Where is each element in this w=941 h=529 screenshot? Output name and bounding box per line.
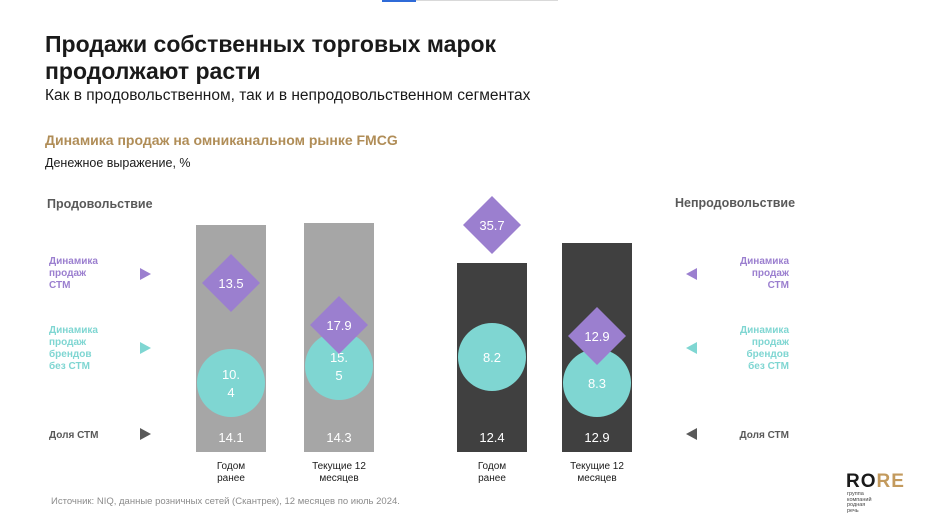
marker-brands-1	[305, 332, 373, 400]
marker-stm-label-2: 35.7	[479, 218, 504, 233]
page-title-line2: продолжают расти	[45, 58, 261, 84]
marker-stm-label-3: 12.9	[584, 329, 609, 344]
top-divider	[416, 0, 558, 1]
legend-right-share: Доля СТМ	[739, 430, 789, 441]
legend-arrow-right-2	[686, 428, 697, 440]
chart-title: Динамика продаж на омниканальном рынке F…	[45, 132, 398, 148]
marker-stm-1	[310, 296, 368, 354]
marker-stm-label-1: 17.9	[326, 318, 351, 333]
marker-stm-2	[463, 196, 521, 254]
logo-subtitle: группа компаний родная речь	[847, 491, 872, 514]
marker-brands-2	[458, 323, 526, 391]
marker-stm-label-0: 13.5	[218, 276, 243, 291]
unit-label: Денежное выражение, %	[45, 156, 191, 170]
marker-brands-label-3: 8.3	[588, 376, 606, 391]
marker-brands-label-2: 8.2	[483, 350, 501, 365]
marker-brands-3	[563, 349, 631, 417]
logo-wordmark: RORE	[846, 471, 905, 493]
legend-left-brands: Динамика продаж брендов без СТМ	[49, 325, 98, 372]
x-tick-label-0: Годом ранее	[217, 461, 245, 484]
bar-share-label-0: 14.1	[218, 430, 243, 445]
legend-right-stm: Динамика продаж СТМ	[740, 256, 789, 291]
x-tick-label-2: Годом ранее	[478, 461, 506, 484]
segment-label-food: Продовольствие	[47, 197, 153, 211]
x-tick-label-3: Текущие 12 месяцев	[570, 461, 624, 484]
legend-left-stm: Динамика продаж СТМ	[49, 256, 98, 291]
legend-left-share: Доля СТМ	[49, 430, 99, 441]
x-tick-label-1: Текущие 12 месяцев	[312, 461, 366, 484]
bar-share-label-1: 14.3	[326, 430, 351, 445]
marker-brands-label-1: 15. 5	[330, 350, 348, 383]
marker-brands-label-0: 10. 4	[222, 367, 240, 400]
page-title: Продажи собственных торговых марок продо…	[45, 31, 496, 85]
legend-right-brands: Динамика продаж брендов без СТМ	[740, 325, 789, 372]
bar-share-label-3: 12.9	[584, 430, 609, 445]
legend-arrow-left-1	[140, 342, 151, 354]
marker-stm-0	[202, 254, 260, 312]
logo-re: RE	[876, 471, 905, 492]
page-title-line1: Продажи собственных торговых марок	[45, 31, 497, 57]
marker-stm-3	[568, 307, 626, 365]
source-note: Источник: NIQ, данные розничных сетей (С…	[51, 496, 400, 507]
segment-label-nonfood: Непродовольствие	[675, 196, 796, 210]
legend-arrow-right-0	[686, 268, 697, 280]
logo-ro: RO	[846, 471, 877, 492]
marker-brands-0	[197, 349, 265, 417]
bar-share-label-2: 12.4	[479, 430, 504, 445]
top-accent-bar	[382, 0, 416, 2]
page-subtitle: Как в продовольственном, так и в непродо…	[45, 87, 531, 104]
legend-arrow-right-1	[686, 342, 697, 354]
legend-arrow-left-0	[140, 268, 151, 280]
legend-arrow-left-2	[140, 428, 151, 440]
